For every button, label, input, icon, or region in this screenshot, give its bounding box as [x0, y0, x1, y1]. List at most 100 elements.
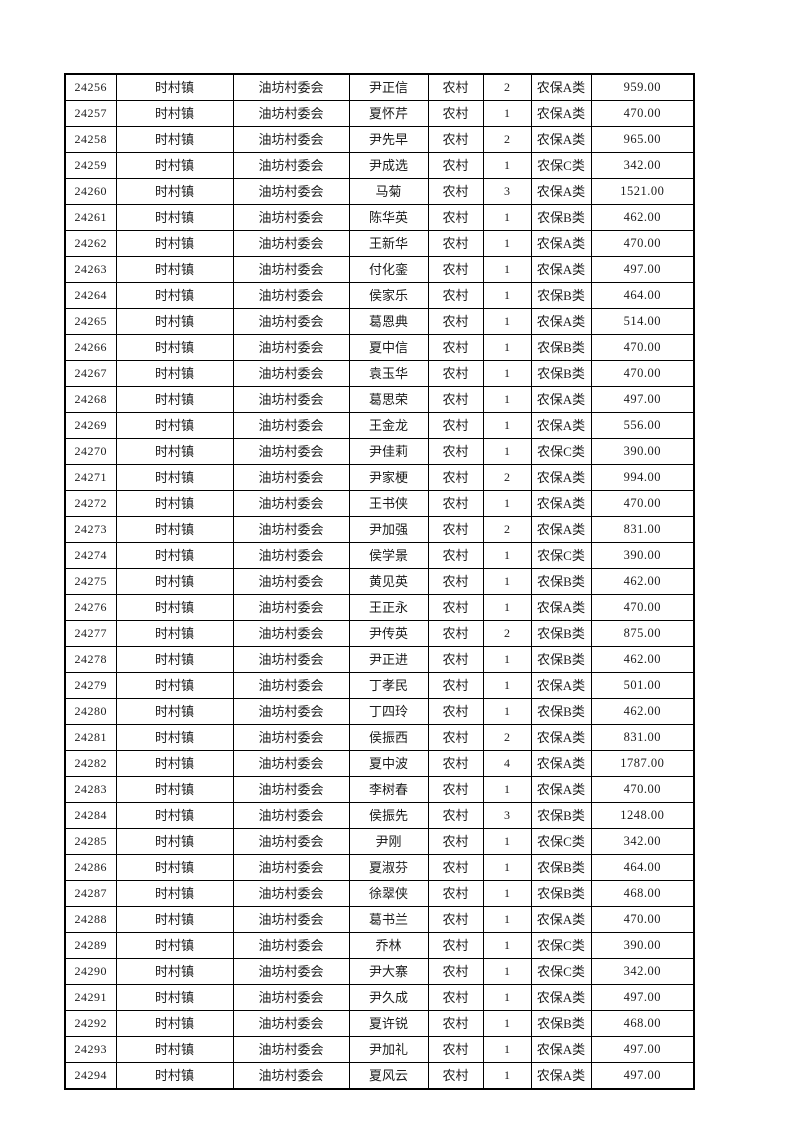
cell-residence-type: 农村 — [427, 828, 484, 855]
cell-insurance-category: 农保A类 — [530, 178, 592, 205]
cell-village-committee: 油坊村委会 — [232, 984, 350, 1011]
cell-residence-type: 农村 — [427, 152, 484, 179]
cell-name: 黄见英 — [348, 568, 429, 595]
cell-insurance-category: 农保B类 — [530, 282, 592, 309]
cell-person-count: 1 — [482, 1062, 532, 1090]
cell-record-id: 24283 — [64, 776, 117, 803]
cell-person-count: 2 — [482, 73, 532, 101]
cell-village-committee: 油坊村委会 — [232, 958, 350, 985]
cell-person-count: 2 — [482, 724, 532, 751]
cell-record-id: 24266 — [64, 334, 117, 361]
cell-amount: 470.00 — [590, 360, 695, 387]
cell-person-count: 1 — [482, 906, 532, 933]
cell-town: 时村镇 — [115, 1036, 234, 1063]
cell-town: 时村镇 — [115, 256, 234, 283]
cell-village-committee: 油坊村委会 — [232, 646, 350, 673]
cell-name: 夏中信 — [348, 334, 429, 361]
cell-record-id: 24287 — [64, 880, 117, 907]
cell-town: 时村镇 — [115, 386, 234, 413]
table-row: 24262 时村镇 油坊村委会 王新华 农村 1 农保A类 470.00 — [64, 230, 695, 257]
cell-record-id: 24260 — [64, 178, 117, 205]
cell-residence-type: 农村 — [427, 282, 484, 309]
cell-record-id: 24270 — [64, 438, 117, 465]
cell-person-count: 1 — [482, 776, 532, 803]
table-row: 24287 时村镇 油坊村委会 徐翠侠 农村 1 农保B类 468.00 — [64, 880, 695, 907]
table-row: 24270 时村镇 油坊村委会 尹佳莉 农村 1 农保C类 390.00 — [64, 438, 695, 465]
cell-amount: 497.00 — [590, 1062, 695, 1090]
cell-town: 时村镇 — [115, 308, 234, 335]
cell-amount: 497.00 — [590, 386, 695, 413]
cell-insurance-category: 农保C类 — [530, 542, 592, 569]
cell-insurance-category: 农保A类 — [530, 906, 592, 933]
cell-village-committee: 油坊村委会 — [232, 204, 350, 231]
cell-person-count: 1 — [482, 386, 532, 413]
cell-record-id: 24281 — [64, 724, 117, 751]
cell-insurance-category: 农保B类 — [530, 620, 592, 647]
cell-record-id: 24293 — [64, 1036, 117, 1063]
cell-village-committee: 油坊村委会 — [232, 1010, 350, 1037]
cell-residence-type: 农村 — [427, 906, 484, 933]
table-row: 24290 时村镇 油坊村委会 尹大寨 农村 1 农保C类 342.00 — [64, 958, 695, 985]
cell-name: 马菊 — [348, 178, 429, 205]
cell-person-count: 1 — [482, 594, 532, 621]
payment-records-table: 24256 时村镇 油坊村委会 尹正信 农村 2 农保A类 959.00 24257 时村镇 油坊村… — [64, 73, 695, 1090]
cell-name: 侯振西 — [348, 724, 429, 751]
cell-residence-type: 农村 — [427, 1010, 484, 1037]
cell-village-committee: 油坊村委会 — [232, 1062, 350, 1090]
cell-record-id: 24286 — [64, 854, 117, 881]
cell-record-id: 24291 — [64, 984, 117, 1011]
cell-insurance-category: 农保B类 — [530, 334, 592, 361]
cell-amount: 470.00 — [590, 776, 695, 803]
cell-insurance-category: 农保A类 — [530, 464, 592, 491]
cell-residence-type: 农村 — [427, 360, 484, 387]
cell-village-committee: 油坊村委会 — [232, 73, 350, 101]
cell-amount: 1787.00 — [590, 750, 695, 777]
cell-insurance-category: 农保A类 — [530, 73, 592, 101]
cell-name: 徐翠侠 — [348, 880, 429, 907]
table-row: 24278 时村镇 油坊村委会 尹正进 农村 1 农保B类 462.00 — [64, 646, 695, 673]
cell-residence-type: 农村 — [427, 386, 484, 413]
table-row: 24269 时村镇 油坊村委会 王金龙 农村 1 农保A类 556.00 — [64, 412, 695, 439]
cell-residence-type: 农村 — [427, 256, 484, 283]
cell-insurance-category: 农保A类 — [530, 516, 592, 543]
cell-amount: 468.00 — [590, 880, 695, 907]
cell-person-count: 2 — [482, 126, 532, 153]
cell-village-committee: 油坊村委会 — [232, 412, 350, 439]
cell-person-count: 1 — [482, 958, 532, 985]
cell-amount: 390.00 — [590, 438, 695, 465]
cell-name: 夏许锐 — [348, 1010, 429, 1037]
cell-record-id: 24276 — [64, 594, 117, 621]
table-row: 24288 时村镇 油坊村委会 葛书兰 农村 1 农保A类 470.00 — [64, 906, 695, 933]
table-row: 24267 时村镇 油坊村委会 袁玉华 农村 1 农保B类 470.00 — [64, 360, 695, 387]
cell-amount: 497.00 — [590, 1036, 695, 1063]
cell-person-count: 1 — [482, 1036, 532, 1063]
cell-name: 尹大寨 — [348, 958, 429, 985]
cell-insurance-category: 农保C类 — [530, 438, 592, 465]
cell-insurance-category: 农保A类 — [530, 1036, 592, 1063]
cell-residence-type: 农村 — [427, 308, 484, 335]
table-body: 24256 时村镇 油坊村委会 尹正信 农村 2 农保A类 959.00 24257 时村镇 油坊村… — [64, 73, 695, 1090]
cell-residence-type: 农村 — [427, 464, 484, 491]
table-row: 24260 时村镇 油坊村委会 马菊 农村 3 农保A类 1521.00 — [64, 178, 695, 205]
cell-residence-type: 农村 — [427, 126, 484, 153]
cell-insurance-category: 农保A类 — [530, 126, 592, 153]
table-row: 24285 时村镇 油坊村委会 尹刚 农村 1 农保C类 342.00 — [64, 828, 695, 855]
cell-person-count: 1 — [482, 828, 532, 855]
cell-name: 王书侠 — [348, 490, 429, 517]
table-row: 24268 时村镇 油坊村委会 葛思荣 农村 1 农保A类 497.00 — [64, 386, 695, 413]
table-row: 24274 时村镇 油坊村委会 侯学景 农村 1 农保C类 390.00 — [64, 542, 695, 569]
cell-name: 尹传英 — [348, 620, 429, 647]
cell-town: 时村镇 — [115, 594, 234, 621]
cell-insurance-category: 农保A类 — [530, 490, 592, 517]
cell-record-id: 24278 — [64, 646, 117, 673]
table-row: 24282 时村镇 油坊村委会 夏中波 农村 4 农保A类 1787.00 — [64, 750, 695, 777]
cell-name: 尹家梗 — [348, 464, 429, 491]
cell-residence-type: 农村 — [427, 490, 484, 517]
cell-name: 付化銮 — [348, 256, 429, 283]
cell-village-committee: 油坊村委会 — [232, 854, 350, 881]
cell-record-id: 24277 — [64, 620, 117, 647]
cell-amount: 501.00 — [590, 672, 695, 699]
cell-village-committee: 油坊村委会 — [232, 256, 350, 283]
cell-town: 时村镇 — [115, 1010, 234, 1037]
